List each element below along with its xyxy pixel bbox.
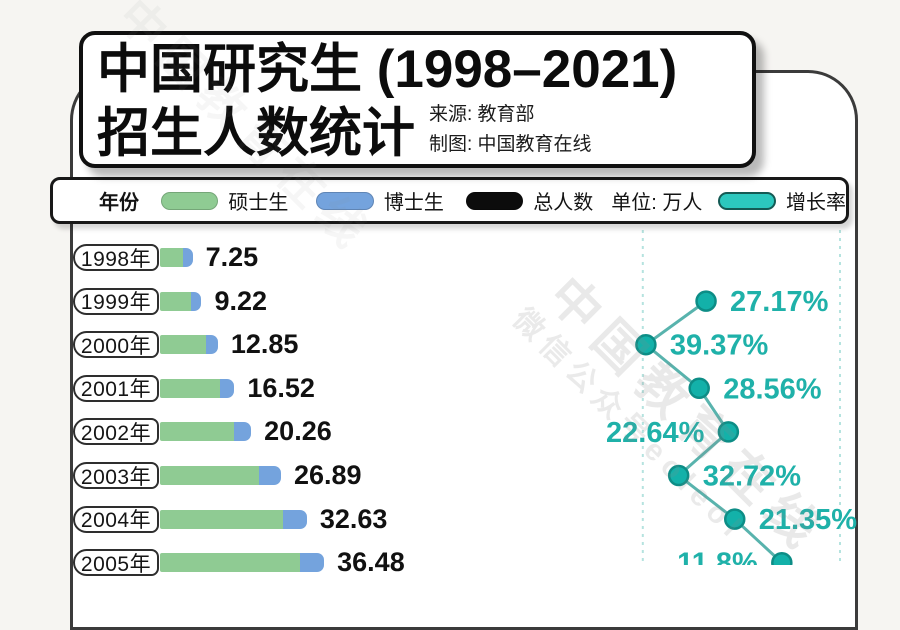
infographic-canvas: { "title": { "line1": "中国研究生 (1998–2021)… [50,31,858,630]
year-row: 2000年 12.85 [73,323,298,367]
year-pill: 1999年 [73,287,159,315]
year-row: 2004年 32.63 [73,497,387,541]
total-value: 26.89 [293,460,362,490]
enrollment-bar [160,291,202,311]
page-title-line2: 招生人数统计 [97,104,415,164]
year-pill: 2004年 [73,505,159,533]
growth-label: 22.64% [606,417,705,449]
master-bar-segment [160,509,284,529]
doctor-bar-segment [220,378,235,398]
growth-label: 32.72% [703,461,802,493]
master-bar-segment [160,335,207,355]
year-pill: 2001年 [73,374,159,402]
total-value: 12.85 [230,329,299,360]
year-row: 1999年 9.22 [73,279,267,323]
total-swatch-icon [465,191,524,210]
legend-doctor-label: 博士生 [383,192,444,214]
growth-label: 21.35% [759,504,858,536]
total-value: 32.63 [319,503,388,534]
growth-label: 28.56% [723,373,822,405]
year-pill: 1998年 [73,244,159,271]
growth-point [771,551,793,565]
doctor-bar-segment [283,509,307,529]
enrollment-bar [160,248,193,267]
source-text: 来源: 教育部 [429,104,535,126]
doctor-bar-segment [259,466,281,485]
growth-point [695,290,717,312]
master-bar-segment [160,291,192,311]
enrollment-bar [160,335,218,355]
year-pill: 2000年 [73,331,159,359]
doctor-bar-segment [233,422,252,442]
credit-text: 制图: 中国教育在线 [429,133,592,155]
total-value: 7.25 [205,242,259,272]
growth-label: 11.8% [677,548,758,565]
year-row: 2001年 16.52 [73,366,315,410]
master-bar-segment [160,378,221,398]
growth-label: 39.37% [670,330,769,362]
doctor-bar-segment [206,335,218,355]
master-bar-segment [160,466,260,485]
master-swatch-icon [161,191,219,210]
enrollment-bar [160,466,281,485]
enrollment-bar [160,509,307,529]
growth-point [723,508,746,530]
growth-point [635,333,657,356]
year-pill: 2002年 [73,418,159,446]
legend-growth-label: 增长率 [786,192,847,214]
growth-point [717,421,740,443]
year-row: 2002年 20.26 [73,410,332,454]
doctor-bar-segment [191,291,202,311]
title-card: 中国研究生 (1998–2021) 招生人数统计 来源: 教育部 制图: 中国教… [79,31,756,168]
total-value: 9.22 [214,285,268,316]
year-rows-area: 1998年 7.25 1999年 9.22 2000年 12.85 2001年 16.52 20… [73,236,405,577]
doctor-bar-segment [182,248,193,267]
master-bar-segment [160,422,234,442]
growth-point [688,377,710,400]
growth-swatch-icon [718,191,777,210]
legend-bar: 年份 硕士生 博士生 总人数 单位: 万人 增长率 [50,177,849,224]
year-pill: 2003年 [73,462,159,489]
growth-rate-line-chart: 27.17% 39.37% 28.56% 22.64% 32.72% 21.35%11.8… [606,230,858,565]
legend-master-label: 硕士生 [228,192,289,214]
master-bar-segment [160,248,183,267]
growth-label: 27.17% [730,286,829,318]
growth-point [667,464,690,487]
total-value: 20.26 [264,416,332,447]
doctor-swatch-icon [316,191,374,210]
page-title-line1: 中国研究生 (1998–2021) [97,40,678,99]
legend-total-label: 总人数 [533,192,594,214]
total-value: 16.52 [247,372,315,403]
enrollment-bar [160,422,252,442]
unit-label: 单位: 万人 [611,192,703,214]
year-row: 1998年 7.25 [73,236,258,280]
enrollment-bar [160,378,235,398]
legend-year-label: 年份 [99,192,139,214]
year-row: 2003年 26.89 [73,454,362,498]
